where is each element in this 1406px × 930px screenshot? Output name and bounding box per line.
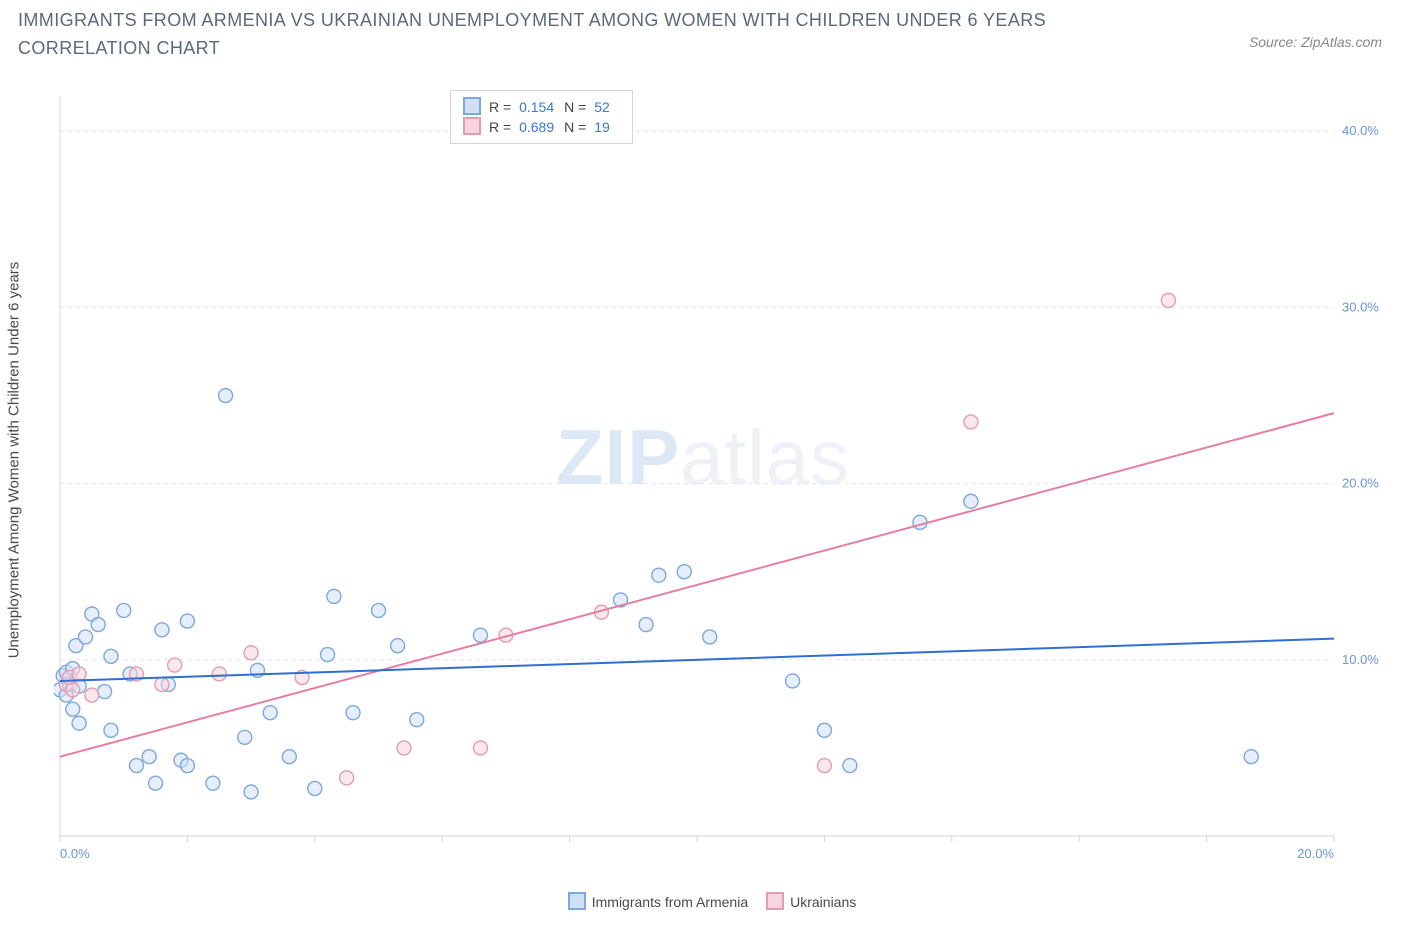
point-series-a <box>282 750 296 764</box>
point-series-b <box>168 658 182 672</box>
point-series-b <box>85 688 99 702</box>
point-series-b <box>212 667 226 681</box>
info-box-row: R = 0.154 N = 52 <box>463 97 620 117</box>
point-series-a <box>639 618 653 632</box>
point-series-a <box>843 759 857 773</box>
point-series-a <box>263 706 277 720</box>
source-label: Source: ZipAtlas.com <box>1249 34 1382 50</box>
point-series-a <box>238 730 252 744</box>
point-series-a <box>372 603 386 617</box>
y-tick-label: 30.0% <box>1342 299 1379 314</box>
legend-swatch <box>463 117 481 135</box>
trend-line-b <box>60 413 1334 757</box>
point-series-a <box>219 389 233 403</box>
x-axis-legend: Immigrants from Armenia Ukrainians <box>0 892 1406 910</box>
point-series-b <box>817 759 831 773</box>
point-series-a <box>180 614 194 628</box>
point-series-a <box>104 723 118 737</box>
point-series-a <box>703 630 717 644</box>
chart-container: IMMIGRANTS FROM ARMENIA VS UKRAINIAN UNE… <box>0 0 1406 930</box>
point-series-b <box>155 677 169 691</box>
point-series-b <box>72 667 86 681</box>
point-series-a <box>652 568 666 582</box>
y-tick-label: 10.0% <box>1342 652 1379 667</box>
legend-swatch <box>568 892 586 910</box>
point-series-a <box>98 685 112 699</box>
legend-swatch <box>463 97 481 115</box>
y-tick-label: 40.0% <box>1342 123 1379 138</box>
point-series-b <box>964 415 978 429</box>
point-series-a <box>142 750 156 764</box>
r-value: 0.689 <box>515 119 554 135</box>
r-label: R = <box>489 119 511 135</box>
point-series-b <box>397 741 411 755</box>
point-series-a <box>346 706 360 720</box>
correlation-info-box: R = 0.154 N = 52 R = 0.689 N = 19 <box>450 90 633 144</box>
point-series-b <box>66 683 80 697</box>
point-series-a <box>244 785 258 799</box>
n-label: N = <box>564 99 586 115</box>
n-value: 52 <box>590 99 609 115</box>
point-series-a <box>91 618 105 632</box>
point-series-a <box>72 716 86 730</box>
legend-item-label: Immigrants from Armenia <box>592 894 748 910</box>
y-axis-label: Unemployment Among Women with Children U… <box>6 262 23 659</box>
info-box-row: R = 0.689 N = 19 <box>463 117 620 137</box>
point-series-a <box>180 759 194 773</box>
point-series-a <box>677 565 691 579</box>
point-series-a <box>410 713 424 727</box>
point-series-b <box>340 771 354 785</box>
point-series-a <box>327 589 341 603</box>
r-label: R = <box>489 99 511 115</box>
point-series-b <box>1161 293 1175 307</box>
point-series-a <box>66 702 80 716</box>
point-series-a <box>155 623 169 637</box>
n-value: 19 <box>590 119 609 135</box>
point-series-a <box>913 515 927 529</box>
chart-title: IMMIGRANTS FROM ARMENIA VS UKRAINIAN UNE… <box>18 6 1118 62</box>
point-series-a <box>391 639 405 653</box>
point-series-a <box>308 781 322 795</box>
y-tick-label: 20.0% <box>1342 476 1379 491</box>
point-series-a <box>321 648 335 662</box>
x-tick-label: 20.0% <box>1297 846 1334 861</box>
x-tick-label: 0.0% <box>60 846 90 861</box>
point-series-a <box>786 674 800 688</box>
point-series-a <box>473 628 487 642</box>
point-series-a <box>206 776 220 790</box>
point-series-a <box>78 630 92 644</box>
point-series-a <box>149 776 163 790</box>
scatter-plot: 10.0% 20.0% 30.0% 40.0% 0.0% 20.0% <box>54 90 1394 870</box>
point-series-a <box>129 759 143 773</box>
legend-swatch <box>766 892 784 910</box>
point-series-b <box>244 646 258 660</box>
point-series-a <box>1244 750 1258 764</box>
r-value: 0.154 <box>515 99 554 115</box>
point-series-a <box>117 603 131 617</box>
n-label: N = <box>564 119 586 135</box>
point-series-b <box>473 741 487 755</box>
legend-item-label: Ukrainians <box>790 894 856 910</box>
point-series-a <box>104 649 118 663</box>
point-series-a <box>964 494 978 508</box>
point-series-a <box>817 723 831 737</box>
